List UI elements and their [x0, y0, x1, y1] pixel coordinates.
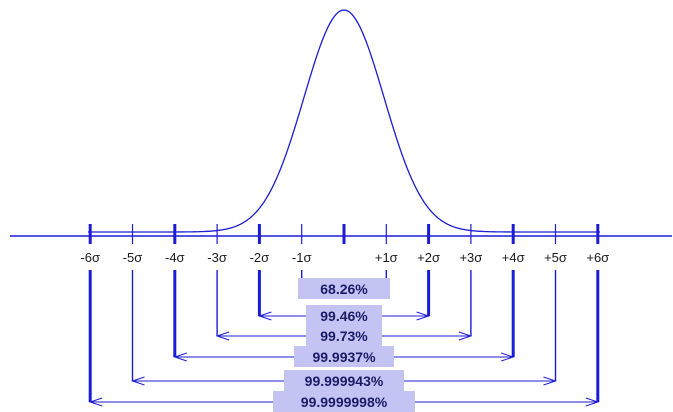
range-percentage: 99.73% [320, 328, 368, 344]
sigma-tick-label: +3σ [459, 250, 482, 265]
sigma-tick-label: -2σ [250, 250, 270, 265]
range-label-box [284, 370, 404, 391]
sigma-tick-label: -3σ [207, 250, 227, 265]
range-label-box [306, 325, 382, 346]
arrowhead-right-icon [458, 331, 473, 341]
bell-curve [88, 9, 600, 233]
sigma-tick-label: -5σ [123, 250, 143, 265]
range-label-box [294, 346, 394, 367]
arrowhead-right-icon [543, 376, 558, 386]
range-label-box [273, 391, 415, 412]
arrowhead-left-icon [130, 376, 145, 386]
sigma-tick-label: -6σ [80, 250, 100, 265]
range-percentage: 99.9999998% [301, 394, 388, 410]
arrowhead-right-icon [501, 352, 515, 362]
sigma-tick-label: -1σ [292, 250, 312, 265]
sigma-tick-label: -4σ [165, 250, 185, 265]
range-label-box [306, 305, 382, 326]
sigma-ranges: 68.26% 99.46% 99.73% 99.9937% 99.999943% 99.9… [88, 270, 600, 412]
arrowhead-right-icon [585, 397, 600, 407]
sigma-tick-label: +4σ [502, 250, 525, 265]
arrowhead-left-icon [88, 397, 103, 407]
arrowhead-left-icon [257, 311, 272, 321]
range-percentage: 99.999943% [305, 373, 384, 389]
range-label-box [298, 278, 390, 299]
sigma-tick-label: +1σ [375, 250, 398, 265]
sigma-tick-label: +6σ [586, 250, 609, 265]
arrowhead-right-icon [416, 311, 431, 321]
sigma-tick-label: +2σ [417, 250, 440, 265]
arrowhead-left-icon [173, 352, 187, 362]
sigma-ticks [88, 224, 600, 244]
range-percentage: 68.26% [320, 281, 368, 297]
sigma-tick-label: +5σ [544, 250, 567, 265]
range-percentage: 99.46% [320, 308, 368, 324]
arrowhead-left-icon [215, 331, 230, 341]
range-percentage: 99.9937% [312, 349, 376, 365]
sigma-tick-labels: -6σ -5σ -4σ -3σ -2σ -1σ +1σ +2σ +3σ +4σ +5σ +6σ [80, 250, 609, 265]
